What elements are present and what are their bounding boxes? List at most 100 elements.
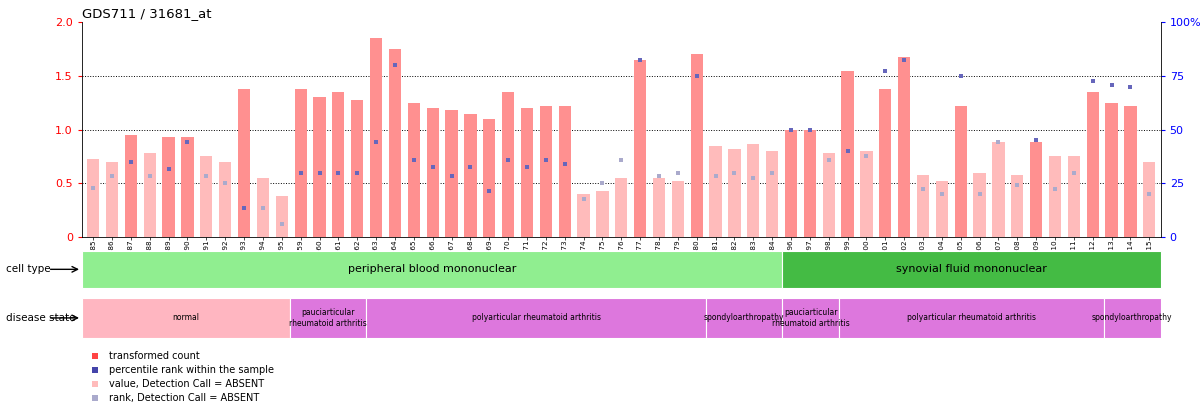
Text: spondyloarthropathy: spondyloarthropathy [1092,313,1173,322]
Point [819,156,838,163]
Point [801,126,820,133]
Point [725,169,744,176]
Bar [842,70,854,237]
Point [932,191,951,197]
Text: peripheral blood mononuclear: peripheral blood mononuclear [348,264,517,274]
Point [235,205,254,211]
Bar [521,108,533,237]
Point [479,188,498,194]
Bar [502,92,514,237]
Bar [709,146,721,237]
Point [85,381,105,387]
Point [875,67,895,74]
Bar [238,89,250,237]
Bar [1087,92,1099,237]
Bar [898,57,910,237]
Bar [917,175,929,237]
Point [423,164,442,171]
Point [762,169,781,176]
Bar [615,178,627,237]
Bar [653,178,665,237]
Bar [290,298,366,338]
Point [1140,191,1159,197]
Bar [861,151,873,237]
Text: pauciarticular
rheumatoid arthritis: pauciarticular rheumatoid arthritis [289,308,367,328]
Bar [707,298,783,338]
Point [536,156,555,163]
Text: percentile rank within the sample: percentile rank within the sample [108,365,273,375]
Bar [256,178,268,237]
Bar [955,106,967,237]
Point [366,139,385,146]
Bar [539,106,551,237]
Point [1045,185,1064,192]
Bar [559,106,571,237]
Bar [1104,298,1161,338]
Bar [408,103,420,237]
Point [612,156,631,163]
Text: rank, Detection Call = ABSENT: rank, Detection Call = ABSENT [108,393,259,403]
Bar [219,162,231,237]
Bar [728,149,740,237]
Point [216,180,235,186]
Text: transformed count: transformed count [108,351,200,360]
Point [85,367,105,373]
Bar [1068,156,1080,237]
Point [1084,78,1103,85]
Bar [766,151,778,237]
Point [574,196,594,202]
Bar [839,298,1104,338]
Point [988,139,1008,146]
Bar [691,54,703,237]
Point [1121,83,1140,90]
Bar [313,97,325,237]
Point [442,173,461,179]
Bar [87,159,99,237]
Bar [596,191,608,237]
Point [555,161,574,167]
Bar [163,137,175,237]
Point [706,173,725,179]
Point [1064,169,1084,176]
Bar [389,49,401,237]
Bar [182,137,194,237]
Point [895,57,914,63]
Bar [82,298,290,338]
Bar [366,298,707,338]
Point [83,184,102,191]
Bar [936,181,948,237]
Point [1008,182,1027,189]
Bar [106,162,118,237]
Bar [1144,162,1156,237]
Bar [295,89,307,237]
Point [102,173,122,179]
Bar [974,173,986,237]
Point [631,57,650,63]
Text: disease state: disease state [6,313,76,323]
Point [781,126,801,133]
Bar [879,89,891,237]
Bar [143,153,155,237]
Text: value, Detection Call = ABSENT: value, Detection Call = ABSENT [108,379,264,389]
Bar [1125,106,1137,237]
Bar [785,130,797,237]
Bar [748,143,760,237]
Point [405,156,424,163]
Bar [672,181,684,237]
Point [951,73,970,79]
Bar [332,92,344,237]
Bar [992,143,1004,237]
Bar [276,196,288,237]
Point [914,185,933,192]
Point [687,73,707,79]
Point [159,166,178,173]
Point [970,191,990,197]
Point [385,62,405,68]
Bar [465,113,477,237]
Bar [1031,143,1043,237]
Point [1027,137,1046,143]
Bar [82,251,783,288]
Bar [352,100,364,237]
Point [838,148,857,154]
Point [592,180,612,186]
